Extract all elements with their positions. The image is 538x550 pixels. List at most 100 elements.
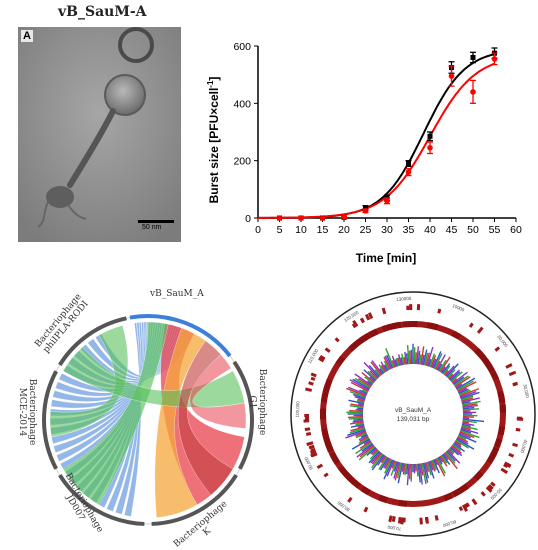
x-tick-label: 25 bbox=[360, 224, 372, 236]
cds-feature bbox=[503, 463, 509, 468]
cds-feature bbox=[424, 516, 429, 523]
gc-bar bbox=[418, 463, 423, 485]
genome-tick-label: 40,000 bbox=[519, 439, 528, 454]
gc-bar bbox=[455, 383, 463, 389]
cds-feature bbox=[381, 323, 392, 332]
gc-bar bbox=[414, 352, 417, 365]
gc-bar bbox=[449, 371, 461, 382]
data-point bbox=[491, 56, 498, 62]
gc-bar bbox=[427, 461, 435, 479]
gc-bar bbox=[379, 456, 389, 471]
genome-center bbox=[365, 366, 461, 462]
gc-bar bbox=[383, 459, 394, 480]
y-tick-label: 600 bbox=[233, 41, 251, 53]
gc-bar bbox=[432, 351, 442, 369]
gc-bar bbox=[440, 366, 446, 374]
cds-feature bbox=[335, 355, 346, 366]
cds-feature bbox=[364, 313, 371, 321]
label-phiipla-rodi: BacteriophagephiIPLA-RODI bbox=[33, 292, 91, 356]
gc-bar bbox=[355, 422, 364, 426]
gc-bar bbox=[358, 437, 370, 444]
gc-bar bbox=[458, 433, 477, 443]
cds-feature bbox=[505, 363, 513, 369]
data-point bbox=[405, 169, 412, 175]
gc-bar bbox=[348, 399, 365, 405]
gc-bar bbox=[358, 434, 369, 441]
gc-bar bbox=[457, 436, 469, 443]
cds-feature bbox=[348, 341, 359, 352]
gc-bar bbox=[429, 353, 436, 368]
gc-bar bbox=[453, 376, 465, 386]
gc-bar bbox=[437, 456, 443, 465]
gc-bar bbox=[401, 463, 405, 472]
cds-feature bbox=[485, 363, 496, 374]
cds-feature bbox=[323, 472, 329, 478]
gc-bar bbox=[435, 360, 441, 370]
gc-bar bbox=[459, 430, 480, 439]
gc-bar bbox=[383, 364, 389, 372]
gc-bar bbox=[432, 459, 440, 474]
gc-bar bbox=[400, 357, 404, 366]
gc-bar bbox=[423, 462, 430, 479]
gc-bar bbox=[437, 363, 443, 372]
gc-bar bbox=[391, 355, 397, 368]
gc-bar bbox=[417, 350, 421, 365]
gc-bar bbox=[455, 439, 469, 449]
gc-bar bbox=[430, 460, 436, 472]
genome-name: vB_SauM_A bbox=[395, 407, 432, 414]
cds-feature bbox=[334, 337, 340, 343]
cds-feature bbox=[488, 450, 498, 461]
gc-bar bbox=[462, 404, 478, 409]
label-g1-line1: Bacteriophage bbox=[257, 369, 267, 436]
chord-ribbon bbox=[189, 354, 247, 429]
gc-bar bbox=[462, 408, 479, 411]
gc-bar bbox=[402, 463, 406, 475]
gc-bar bbox=[420, 346, 425, 365]
gc-bar bbox=[451, 378, 458, 384]
genome-tick-label: 30,000 bbox=[522, 384, 530, 399]
cds-feature bbox=[473, 470, 484, 481]
gc-bar bbox=[352, 393, 366, 400]
gc-bar bbox=[425, 352, 431, 366]
gc-bar bbox=[370, 447, 378, 455]
gc-bar bbox=[438, 456, 444, 463]
scale-bar bbox=[138, 220, 174, 223]
gc-bar bbox=[446, 369, 456, 379]
cds-feature bbox=[419, 517, 423, 525]
gc-bar bbox=[362, 389, 369, 394]
data-point bbox=[470, 54, 476, 60]
label-g1: BacteriophageG1 bbox=[247, 369, 267, 436]
gc-bar bbox=[458, 432, 471, 439]
gc-bar bbox=[445, 363, 459, 378]
cds-feature bbox=[391, 516, 396, 522]
cds-feature bbox=[490, 370, 499, 381]
gc-bar bbox=[369, 449, 380, 460]
gc-bar bbox=[349, 379, 370, 391]
cds-feature bbox=[319, 408, 327, 417]
cds-feature bbox=[406, 305, 410, 311]
data-point bbox=[363, 205, 368, 211]
gc-bar bbox=[408, 463, 412, 480]
gc-bar bbox=[352, 419, 364, 423]
gc-bar bbox=[395, 357, 400, 367]
gc-bar bbox=[461, 424, 478, 431]
gc-bar bbox=[446, 449, 461, 464]
cds-feature bbox=[474, 348, 485, 359]
gc-bar bbox=[457, 434, 467, 440]
label-vb-saum-a: vB_SauM_A bbox=[149, 289, 204, 299]
y-tick-label: 0 bbox=[245, 213, 251, 225]
x-tick-label: 45 bbox=[446, 224, 458, 236]
gc-bar bbox=[423, 352, 429, 366]
gc-bar bbox=[377, 454, 386, 466]
chord-ribbon bbox=[62, 321, 169, 506]
cds-feature bbox=[381, 307, 387, 315]
gc-bar bbox=[417, 463, 421, 483]
cds-feature bbox=[346, 475, 357, 485]
gc-bar bbox=[394, 359, 399, 367]
cds-feature bbox=[363, 506, 369, 513]
gc-bar bbox=[384, 458, 393, 474]
cds-feature bbox=[458, 506, 464, 512]
gc-bar bbox=[358, 445, 376, 461]
cds-feature bbox=[515, 427, 521, 432]
data-points bbox=[276, 47, 498, 221]
